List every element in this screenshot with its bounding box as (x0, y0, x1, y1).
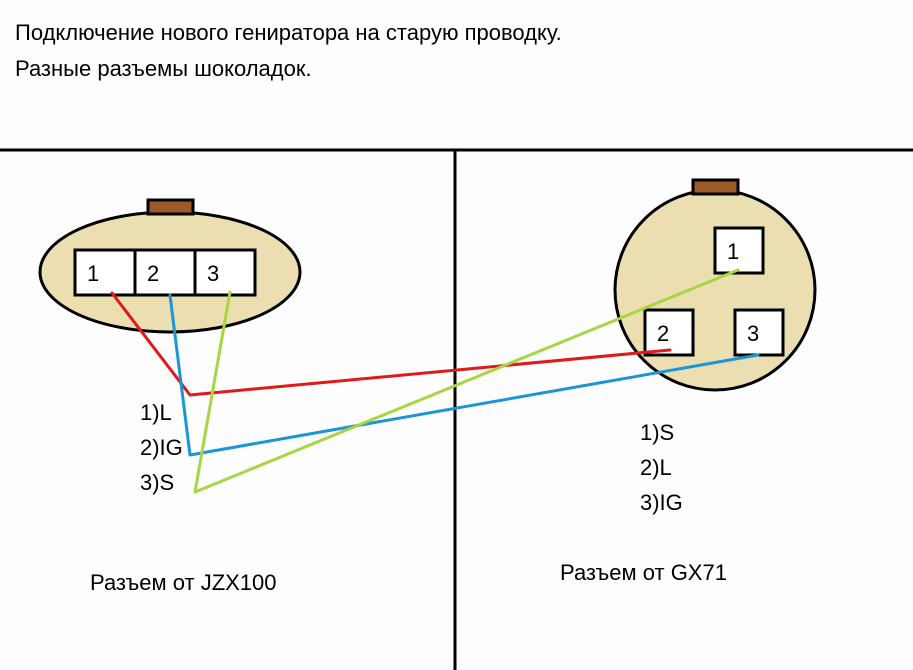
connector-jzx100-pin-2-label: 2 (147, 261, 159, 286)
wiring-diagram: 1 2 3 1 2 3 1)L 2)IG 3)S Разъем от JZX100 1)S 2)L 3)… (0, 0, 913, 670)
connector-gx71-tab (693, 180, 738, 194)
connector-jzx100-pin-3-label: 3 (207, 261, 219, 286)
connector-gx71-body (615, 190, 815, 390)
connector-gx71-pin-3-label: 3 (747, 321, 759, 346)
legend-gx71-0: 1)S (640, 420, 674, 445)
legend-jzx100-0: 1)L (140, 400, 172, 425)
connector-jzx100-pin-1-label: 1 (87, 261, 99, 286)
legend-gx71-2: 3)IG (640, 490, 683, 515)
connector-jzx100-pin-3 (195, 250, 255, 295)
connector-jzx100-tab (148, 200, 193, 214)
connector-gx71-pin-2-label: 2 (657, 321, 669, 346)
connector-gx71-pin-1-label: 1 (727, 239, 739, 264)
caption-gx71: Разъем от GX71 (560, 560, 727, 585)
caption-jzx100: Разъем от JZX100 (90, 570, 277, 595)
legend-jzx100-1: 2)IG (140, 435, 183, 460)
connector-jzx100-pin-2 (135, 250, 195, 295)
legend-gx71-1: 2)L (640, 455, 672, 480)
legend-jzx100-2: 3)S (140, 470, 174, 495)
connector-jzx100-pin-1 (75, 250, 135, 295)
